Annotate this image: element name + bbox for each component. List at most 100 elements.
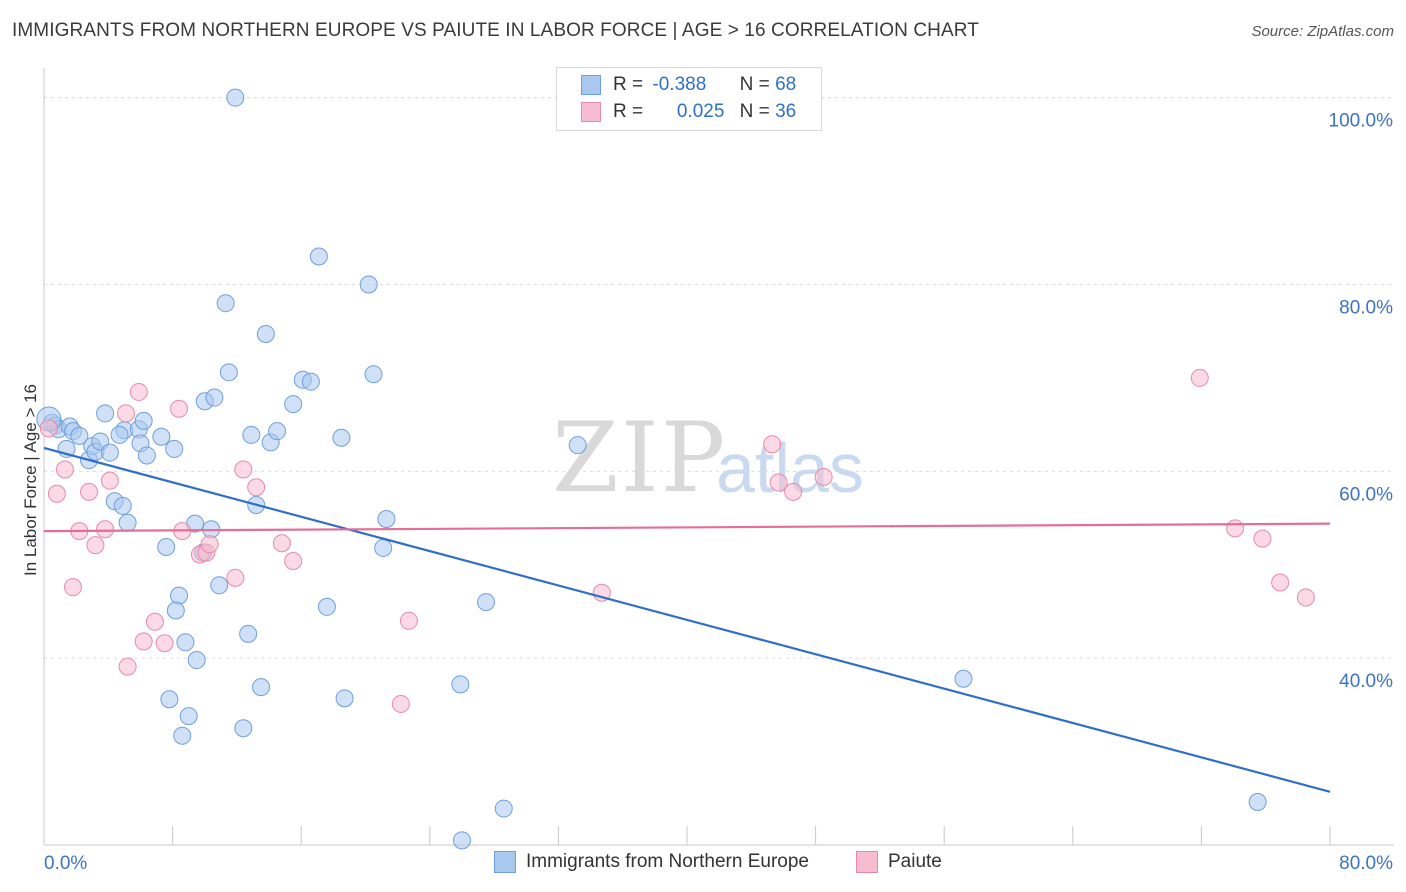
data-point-paiute [86,536,105,555]
trend-line-paiute [43,522,1331,533]
data-point-northern-europe [1248,793,1267,812]
data-point-paiute [247,478,266,497]
data-point-paiute [1253,529,1272,548]
watermark-zip: ZIP [552,402,728,514]
data-point-paiute [391,694,410,713]
data-point-paiute [763,435,782,454]
data-point-northern-europe [210,576,229,595]
data-point-northern-europe [100,443,119,462]
data-point-northern-europe [160,690,179,709]
data-point-paiute [1190,368,1209,387]
data-point-paiute [80,482,99,501]
data-point-northern-europe [216,294,235,313]
data-point-northern-europe [137,446,156,465]
data-point-northern-europe [252,678,271,697]
data-point-northern-europe [187,651,206,670]
data-point-paiute [814,467,833,486]
data-point-paiute [118,657,137,676]
legend-r-value: 0.025 [676,101,725,122]
data-point-paiute [116,404,135,423]
y-tick-label: 80.0% [1339,298,1393,319]
data-point-paiute [284,552,303,571]
data-point-northern-europe [335,689,354,708]
data-point-northern-europe [226,88,245,107]
data-point-paiute [129,382,148,401]
legend-swatch-blue [581,74,601,95]
legend-n-value: 36 [775,101,797,122]
legend-r-label: R = [613,74,644,95]
data-point-northern-europe [239,624,258,643]
data-point-paiute [134,632,153,651]
source-credit: Source: ZipAtlas.com [1251,23,1394,40]
data-point-paiute [226,568,245,587]
data-point-northern-europe [179,707,198,726]
data-point-northern-europe [332,428,351,447]
data-point-northern-europe [205,388,224,407]
data-point-northern-europe [377,509,396,528]
data-point-paiute [200,535,219,554]
data-point-northern-europe [452,831,471,850]
x-tick-label: 0.0% [44,853,87,874]
y-tick-label: 40.0% [1339,671,1393,692]
series-name: Immigrants from Northern Europe [526,851,809,873]
data-point-northern-europe [118,513,137,532]
data-point-northern-europe [166,601,185,620]
data-point-paiute [272,534,291,553]
data-point-paiute [1271,573,1290,592]
legend-swatch-pink [581,101,601,122]
data-point-paiute [1296,588,1315,607]
data-point-northern-europe [284,395,303,414]
y-axis-label: In Labor Force | Age > 16 [21,383,40,577]
legend-n-label: N = [739,74,770,95]
data-point-northern-europe [96,404,115,423]
data-point-paiute [1226,519,1245,538]
trend-line-northern-europe [43,446,1331,793]
data-point-northern-europe [157,538,176,557]
data-point-paiute [155,634,174,653]
data-point-paiute [47,484,66,503]
series-name: Paiute [888,851,942,873]
data-point-northern-europe [568,436,587,455]
legend-n-label: N = [739,101,770,122]
data-point-northern-europe [113,496,132,515]
data-point-northern-europe [234,719,253,738]
y-tick-label: 100.0% [1329,111,1394,132]
stats-legend: R = -0.388 N = 68 R = 0.025 N = 36 [556,67,822,131]
series-legend-northern-europe: Immigrants from Northern Europe [494,851,809,873]
data-point-paiute [234,460,253,479]
data-point-northern-europe [317,597,336,616]
data-point-northern-europe [268,422,287,441]
data-point-northern-europe [170,586,189,605]
data-point-northern-europe [242,425,261,444]
data-point-paiute [63,578,82,597]
data-point-northern-europe [165,439,184,458]
legend-row-paiute: R = 0.025 N = 36 [581,101,796,127]
data-point-paiute [55,460,74,479]
data-point-paiute [170,399,189,418]
data-point-paiute [96,520,115,539]
data-point-northern-europe [309,247,328,266]
series-swatch-blue [494,851,516,873]
data-point-northern-europe [176,633,195,652]
data-point-northern-europe [374,538,393,557]
chart-title: IMMIGRANTS FROM NORTHERN EUROPE VS PAIUT… [12,20,979,41]
x-tick-label: 80.0% [1339,853,1393,874]
legend-n-value: 68 [775,74,797,95]
data-point-northern-europe [110,425,129,444]
data-point-paiute [39,419,58,438]
data-point-paiute [399,611,418,630]
data-point-northern-europe [219,363,238,382]
data-point-northern-europe [256,325,275,344]
data-point-paiute [784,482,803,501]
data-point-northern-europe [494,799,513,818]
series-swatch-pink [856,851,878,873]
series-legend-paiute: Paiute [856,851,942,873]
data-point-northern-europe [70,426,89,445]
data-point-northern-europe [954,669,973,688]
legend-r-label: R = [613,101,644,122]
data-point-paiute [100,471,119,490]
data-point-paiute [769,473,788,492]
data-point-northern-europe [451,675,470,694]
y-tick-label: 60.0% [1339,484,1393,505]
